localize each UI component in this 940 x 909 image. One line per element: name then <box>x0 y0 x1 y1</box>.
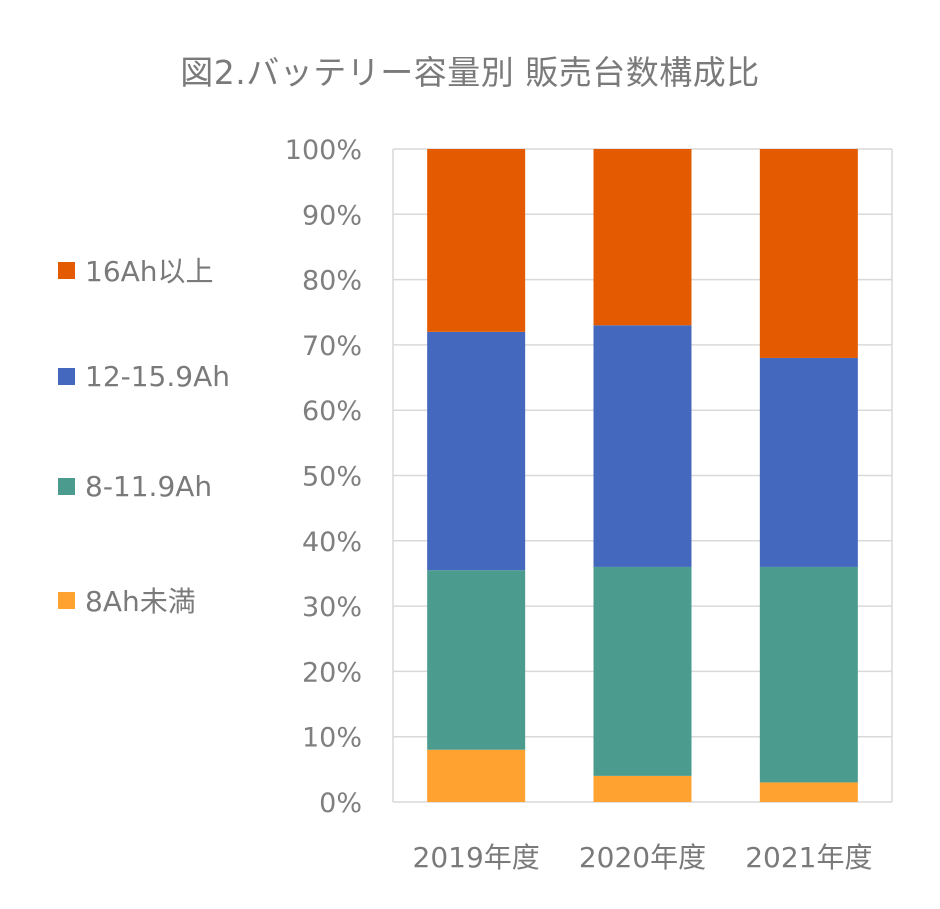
y-tick-label: 50% <box>302 462 362 493</box>
legend-item: 16Ah以上 <box>58 250 214 290</box>
y-tick-label: 100% <box>285 135 362 166</box>
y-tick-label: 70% <box>302 331 362 362</box>
legend-swatch <box>58 368 75 385</box>
legend-swatch <box>58 261 75 279</box>
bar-segment <box>593 325 692 567</box>
y-tick-label: 30% <box>302 592 362 623</box>
bar-segment <box>427 149 526 332</box>
legend-item: 12-15.9Ah <box>58 360 230 393</box>
y-tick-label: 90% <box>302 200 362 231</box>
bar-segments <box>427 149 858 802</box>
x-tick-label: 2020年度 <box>579 841 706 874</box>
legend-item: 8Ah未満 <box>58 580 196 620</box>
bar-segment <box>593 149 692 326</box>
chart-title: 図2.バッテリー容量別 販売台数構成比 <box>180 53 760 92</box>
bar-segment <box>427 570 526 750</box>
y-tick-label: 20% <box>302 657 362 688</box>
y-tick-label: 40% <box>302 527 362 558</box>
x-tick-label: 2019年度 <box>413 841 540 874</box>
x-axis-ticks: 2019年度 2020年度 2021年度 <box>413 841 873 874</box>
bar-segment <box>759 566 858 783</box>
legend-label: 8Ah未満 <box>85 585 196 618</box>
bar-segment <box>759 782 858 802</box>
bar-segment <box>759 357 858 567</box>
y-tick-label: 0% <box>319 788 362 819</box>
x-tick-label: 2021年度 <box>745 841 872 874</box>
bar-segment <box>593 775 692 802</box>
bar-segment <box>593 566 692 776</box>
bar-segment <box>427 331 526 571</box>
legend-swatch <box>58 591 75 609</box>
y-axis-ticks: 0% 10% 20% 30% 40% 50% 60% 70% 80% 90% 100% <box>285 135 362 819</box>
y-tick-label: 10% <box>302 723 362 754</box>
legend-item: 8-11.9Ah <box>58 470 212 503</box>
legend-label: 16Ah以上 <box>85 255 214 288</box>
legend-swatch <box>58 478 75 495</box>
bar-segment <box>427 749 526 802</box>
y-tick-label: 60% <box>302 396 362 427</box>
y-tick-label: 80% <box>302 266 362 297</box>
legend-label: 8-11.9Ah <box>85 470 213 503</box>
legend-label: 12-15.9Ah <box>85 360 230 393</box>
bar-segment <box>759 149 858 358</box>
